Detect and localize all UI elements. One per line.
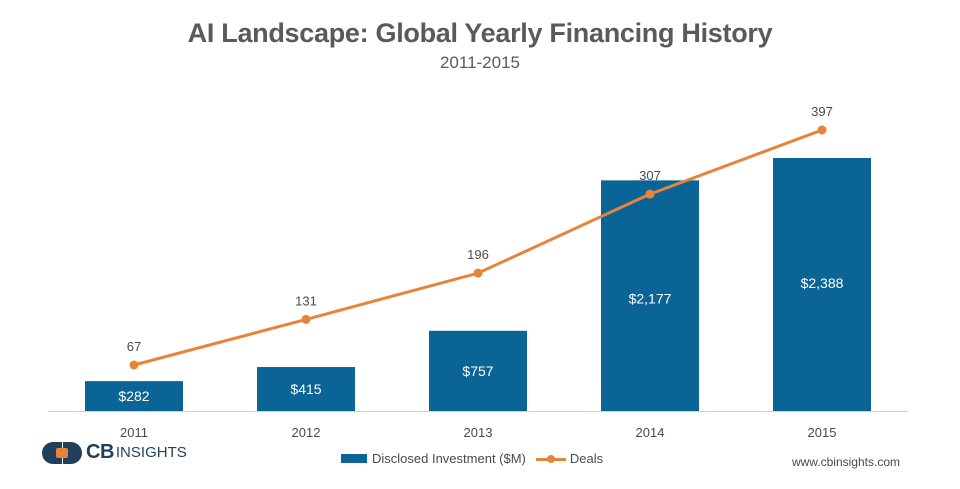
deals-point <box>645 189 655 199</box>
x-tick-label: 2013 <box>464 425 493 440</box>
source-url: www.cbinsights.com <box>791 455 900 469</box>
bar-value-label: $2,177 <box>629 290 672 306</box>
cb-insights-logo: CB INSIGHTS <box>42 441 187 464</box>
legend-deals-label: Deals <box>569 451 604 466</box>
bar <box>773 158 871 411</box>
chart-legend: Disclosed Investment ($M) Deals <box>341 451 603 466</box>
deals-value-label: 307 <box>639 168 661 183</box>
x-tick-label: 2015 <box>808 425 837 440</box>
legend-investment-label: Disclosed Investment ($M) <box>372 451 526 466</box>
x-tick-label: 2014 <box>636 425 665 440</box>
bar <box>429 330 527 411</box>
bar <box>85 381 183 411</box>
bar-value-label: $757 <box>462 363 493 379</box>
deals-value-label: 131 <box>295 293 317 308</box>
legend-bar-swatch <box>341 454 367 463</box>
legend-line-swatch <box>535 453 566 465</box>
bar-value-label: $415 <box>290 381 321 397</box>
deals-point <box>129 360 139 370</box>
bar-value-label: $2,388 <box>801 275 844 291</box>
x-tick-label: 2011 <box>120 425 148 440</box>
x-tick-label: 2012 <box>292 425 321 440</box>
bar-value-label: $282 <box>118 388 149 404</box>
deals-value-label: 196 <box>467 247 489 262</box>
chart-title: AI Landscape: Global Yearly Financing Hi… <box>187 18 773 48</box>
deals-point <box>817 125 827 135</box>
chart-subtitle: 2011-2015 <box>439 53 521 72</box>
cb-logo-icon <box>42 441 82 464</box>
deals-value-label: 397 <box>811 104 833 119</box>
deals-point <box>473 268 483 278</box>
deals-point <box>301 314 311 324</box>
deals-value-label: 67 <box>127 339 141 354</box>
logo-insights-text: INSIGHTS <box>115 444 187 461</box>
bar <box>601 180 699 411</box>
logo-cb-text: CB <box>86 441 114 463</box>
bar <box>257 367 355 411</box>
